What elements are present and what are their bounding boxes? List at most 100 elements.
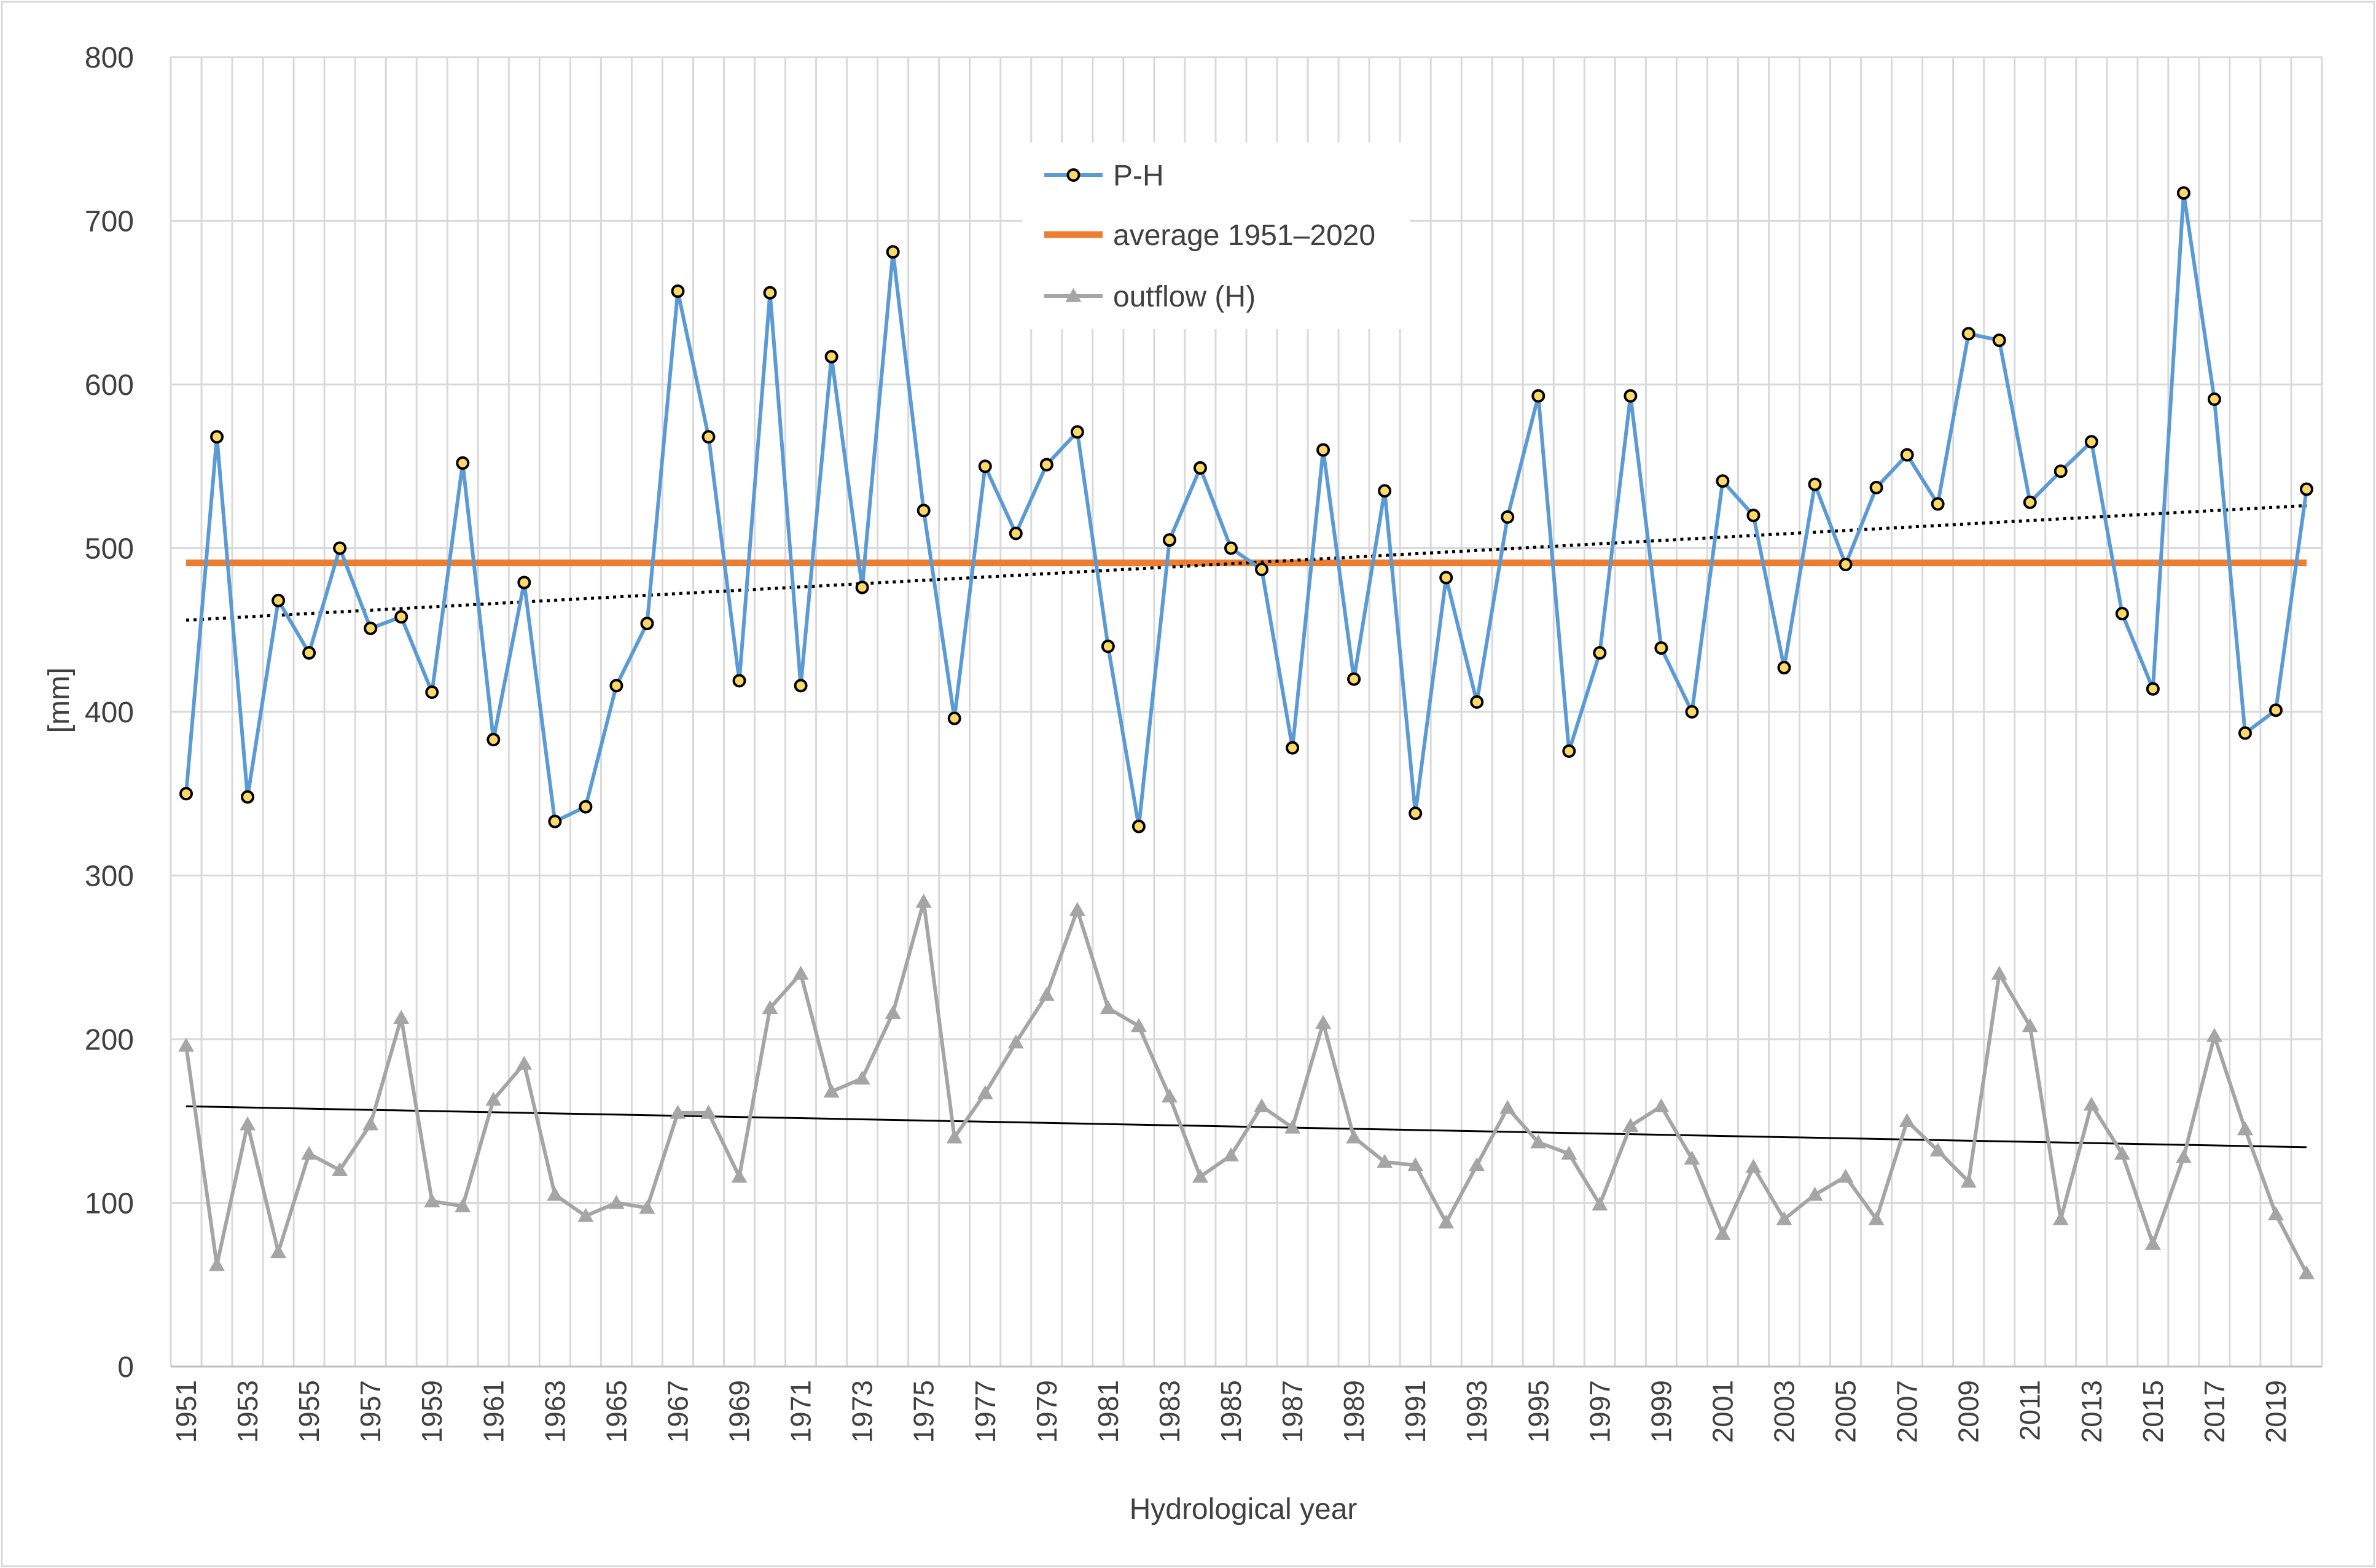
p-h-point <box>2084 435 2098 449</box>
y-axis-ticks: 0 100 200 300 400 500 600 700 800 <box>85 42 134 1384</box>
outflow-point <box>1837 1168 1854 1183</box>
outflow-point <box>1991 965 2007 980</box>
outflow-point <box>1130 1018 1147 1032</box>
outflow-point <box>1315 1015 1332 1029</box>
p-h-point <box>487 733 501 747</box>
x-tick-label: 1989 <box>1338 1380 1370 1443</box>
outflow-point <box>2206 1028 2222 1042</box>
p-h-point <box>1992 333 2006 348</box>
legend-label-p-h: P-H <box>1113 160 1164 192</box>
outflow-point <box>2267 1206 2284 1220</box>
x-tick-label: 1997 <box>1584 1380 1616 1443</box>
x-tick-label: 1957 <box>354 1380 386 1443</box>
p-h-point <box>548 814 562 829</box>
x-tick-label: 2017 <box>2198 1380 2230 1443</box>
x-axis-label: Hydrological year <box>1130 1493 1358 1526</box>
p-h-point <box>1378 484 1392 498</box>
legend-marker-outflow <box>1065 288 1082 302</box>
outflow-point <box>209 1257 225 1271</box>
x-tick-label: 1971 <box>785 1380 817 1443</box>
outflow-point <box>977 1085 993 1099</box>
outflow-point <box>700 1104 717 1119</box>
outflow-point <box>792 965 809 980</box>
outflow-point <box>2083 1096 2100 1111</box>
outflow-point <box>670 1104 686 1119</box>
p-h-point <box>394 610 408 624</box>
outflow-point <box>1499 1099 1516 1114</box>
outflow-point <box>424 1193 440 1207</box>
outflow-line <box>184 901 2308 1274</box>
outflow-point <box>577 1207 594 1222</box>
p-h-point <box>1009 526 1023 540</box>
p-h-point <box>886 245 900 259</box>
x-tick-label: 1983 <box>1154 1380 1186 1443</box>
x-tick-label: 1953 <box>232 1380 264 1443</box>
p-h-point <box>1131 819 1146 833</box>
legend-item-p-h: P-H <box>1044 160 1164 192</box>
x-tick-label: 1987 <box>1276 1380 1308 1443</box>
p-h-point <box>1839 558 1853 572</box>
legend-marker-p-h <box>1066 168 1081 182</box>
trendlines <box>186 504 2307 1149</box>
outflow-point <box>270 1244 287 1258</box>
legend-label-outflow: outflow (H) <box>1113 281 1256 313</box>
trendline-p-h <box>186 504 2307 622</box>
outflow-point <box>178 1037 195 1052</box>
outflow-point <box>1192 1168 1208 1183</box>
x-tick-label: 1959 <box>416 1380 448 1443</box>
outflow-point <box>915 894 932 908</box>
p-h-point <box>794 679 808 693</box>
legend-item-outflow: outflow (H) <box>1044 281 1256 313</box>
outflow-point <box>1438 1214 1455 1229</box>
p-h-point <box>179 787 193 801</box>
y-tick-label: 400 <box>85 696 134 729</box>
x-tick-label: 2013 <box>2076 1380 2108 1443</box>
outflow-point <box>854 1070 870 1085</box>
x-tick-label: 1969 <box>724 1380 756 1443</box>
p-h-point <box>1070 425 1084 439</box>
x-tick-label: 1963 <box>539 1380 571 1443</box>
p-h-point <box>916 504 931 518</box>
p-h-point <box>1255 563 1269 577</box>
x-tick-label: 1975 <box>908 1380 940 1443</box>
y-tick-label: 700 <box>85 206 134 238</box>
x-tick-label: 2005 <box>1830 1380 1862 1443</box>
p-h-point <box>701 430 716 444</box>
p-h-point <box>640 617 654 631</box>
outflow-point <box>639 1199 655 1214</box>
outflow-point <box>301 1145 318 1160</box>
p-h-point <box>1347 672 1361 686</box>
y-tick-label: 0 <box>117 1351 134 1384</box>
legend-item-average: average 1951–2020 <box>1044 219 1375 252</box>
y-tick-label: 600 <box>85 369 134 402</box>
outflow-point <box>2114 1145 2130 1160</box>
p-h-point <box>824 349 838 364</box>
p-h-point <box>333 541 347 555</box>
outflow-point <box>1469 1157 1485 1171</box>
outflow-point <box>1407 1157 1424 1171</box>
p-h-point <box>1685 705 1699 719</box>
outflow-point <box>731 1168 748 1183</box>
p-h-point <box>2115 607 2129 621</box>
series-outflow-h <box>178 894 2315 1279</box>
outflow-point <box>1960 1173 1977 1188</box>
x-tick-label: 2003 <box>1768 1380 1800 1443</box>
outflow-point <box>1530 1134 1547 1149</box>
p-h-point <box>1900 448 1914 462</box>
x-axis-ticks: 1951 1953 1955 1957 1959 1961 1963 1965 1967 1969… <box>170 1380 2292 1443</box>
outflow-point <box>516 1055 533 1070</box>
p-h-point <box>1316 443 1331 457</box>
p-h-point <box>1501 510 1515 524</box>
p-h-point <box>1777 661 1791 675</box>
outflow-point <box>2175 1149 2192 1163</box>
p-h-point <box>2238 726 2252 740</box>
outflow-point <box>1807 1187 1823 1201</box>
x-tick-label: 1981 <box>1092 1380 1124 1443</box>
p-h-point <box>210 430 224 444</box>
p-h-point <box>1409 806 1423 821</box>
x-tick-label: 1955 <box>293 1380 325 1443</box>
p-h-point <box>1593 646 1607 660</box>
p-h-point <box>2269 703 2283 717</box>
outflow-point <box>485 1091 502 1106</box>
p-h-point <box>2176 186 2190 200</box>
